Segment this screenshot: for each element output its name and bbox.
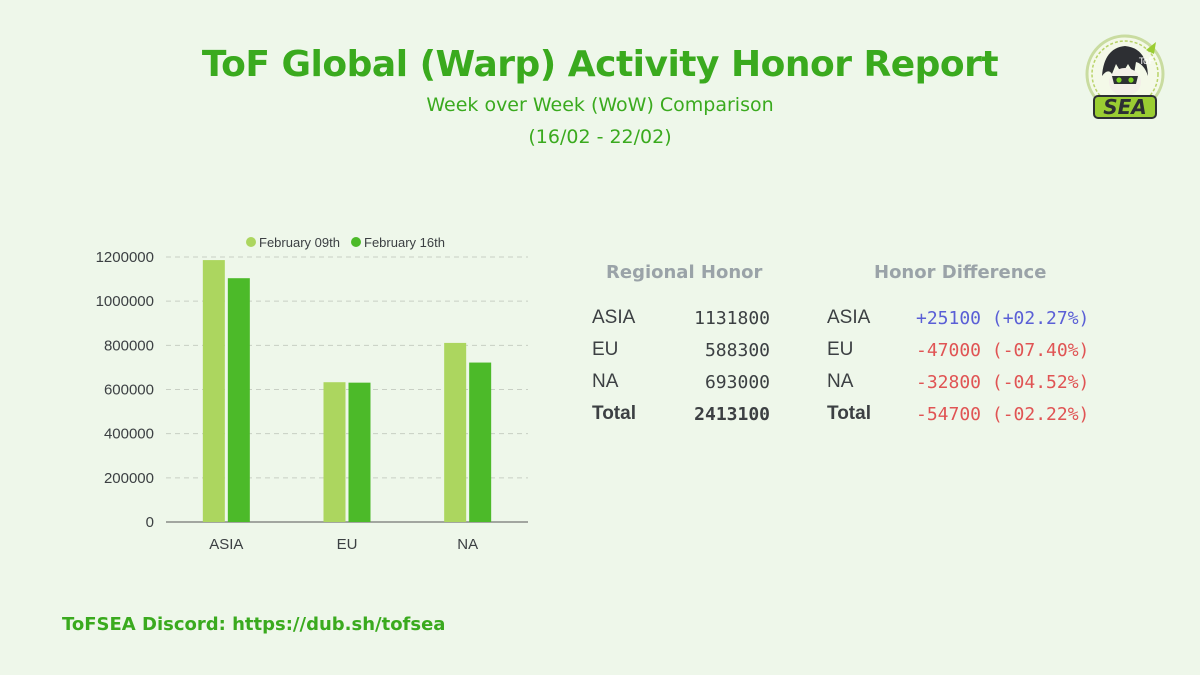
y-tick-label: 600000 bbox=[104, 382, 154, 399]
difference-row-value: -54700 (-02.22%) bbox=[916, 404, 1090, 425]
bar bbox=[202, 260, 225, 522]
y-tick-label: 0 bbox=[146, 514, 154, 531]
difference-row-value: -32800 (-04.52%) bbox=[916, 372, 1090, 393]
y-tick-label: 1200000 bbox=[96, 249, 154, 266]
y-tick-label: 1000000 bbox=[96, 293, 154, 310]
difference-row-value: +25100 (+02.27%) bbox=[916, 308, 1090, 329]
regional-row-label: NA bbox=[592, 371, 619, 392]
y-tick-label: 800000 bbox=[104, 337, 154, 354]
x-tick-label: ASIA bbox=[209, 536, 243, 553]
legend-swatch bbox=[246, 237, 256, 247]
bar bbox=[469, 362, 492, 522]
x-tick-label: NA bbox=[457, 536, 478, 553]
report-title: ToF Global (Warp) Activity Honor Report bbox=[201, 44, 999, 85]
report-subtitle: Week over Week (WoW) Comparison bbox=[426, 94, 774, 116]
difference-row-label: EU bbox=[827, 339, 854, 360]
discord-link-text: ToFSEA Discord: https://dub.sh/tofsea bbox=[62, 614, 446, 635]
honor-bar-chart: 1200000 1000000 800000 600000 400000 200000 0 A… bbox=[96, 235, 528, 553]
bar bbox=[323, 382, 346, 522]
legend-swatch bbox=[351, 237, 361, 247]
bar bbox=[227, 278, 250, 522]
date-range: (16/02 - 22/02) bbox=[528, 126, 672, 148]
honor-difference-heading: Honor Difference bbox=[874, 262, 1047, 283]
regional-row-value: 1131800 bbox=[694, 308, 770, 329]
tofsea-logo: ToF SEA bbox=[1085, 34, 1165, 119]
regional-row-value: 588300 bbox=[704, 340, 770, 361]
x-tick-label: EU bbox=[337, 536, 358, 553]
legend-label: February 09th bbox=[259, 235, 340, 250]
regional-row-label: Total bbox=[592, 403, 636, 424]
difference-row-label: ASIA bbox=[827, 307, 871, 328]
difference-row-label: NA bbox=[827, 371, 854, 392]
regional-row-label: ASIA bbox=[592, 307, 636, 328]
difference-row-value: -47000 (-07.40%) bbox=[916, 340, 1090, 361]
regional-row-value: 693000 bbox=[704, 372, 770, 393]
legend-label: February 16th bbox=[364, 235, 445, 250]
y-tick-label: 200000 bbox=[104, 470, 154, 487]
difference-row-label: Total bbox=[827, 403, 871, 424]
y-tick-label: 400000 bbox=[104, 426, 154, 443]
logo-text: SEA bbox=[1103, 95, 1147, 119]
regional-row-label: EU bbox=[592, 339, 619, 360]
regional-row-value: 2413100 bbox=[694, 404, 770, 425]
regional-honor-heading: Regional Honor bbox=[606, 262, 763, 283]
bar bbox=[348, 382, 371, 522]
bar bbox=[444, 342, 467, 522]
logo-badge-text: ToF bbox=[1138, 57, 1154, 67]
